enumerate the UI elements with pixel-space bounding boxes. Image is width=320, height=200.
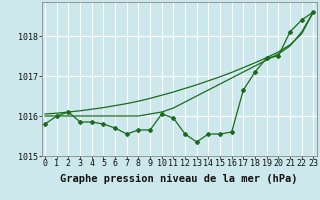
X-axis label: Graphe pression niveau de la mer (hPa): Graphe pression niveau de la mer (hPa) [60,174,298,184]
